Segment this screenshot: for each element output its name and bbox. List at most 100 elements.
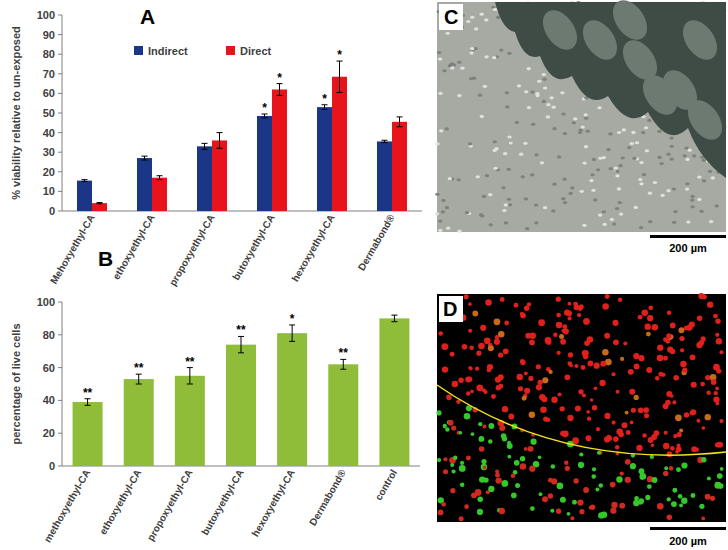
cell (468, 366, 472, 370)
y-axis (62, 302, 63, 466)
cell (646, 367, 652, 373)
y-tick (58, 433, 62, 434)
figure: 0102030405060708090100% viability relati… (0, 0, 728, 550)
cell (715, 387, 719, 391)
error-cap (397, 126, 403, 127)
cell (488, 486, 494, 492)
cell (561, 329, 565, 333)
tissue-fold (536, 4, 584, 56)
y-tick (58, 466, 62, 467)
cell (517, 84, 521, 87)
cell (527, 106, 531, 109)
cell (595, 488, 599, 492)
cell (494, 147, 498, 150)
cell (515, 121, 519, 124)
cell (599, 380, 605, 386)
cell (478, 343, 485, 350)
cell (617, 187, 621, 190)
cell (720, 467, 724, 471)
cell (597, 106, 601, 109)
cell (478, 422, 482, 426)
cell (539, 492, 543, 496)
cell (443, 424, 447, 428)
error-line (394, 315, 395, 322)
cell (477, 509, 483, 515)
cell (702, 159, 706, 162)
significance: * (290, 312, 295, 326)
cell (562, 431, 569, 438)
cell (556, 509, 561, 514)
cell (663, 443, 669, 449)
cell (551, 106, 555, 109)
bar (175, 376, 205, 466)
cell (546, 103, 550, 106)
y-tick (58, 400, 62, 401)
cell (457, 178, 461, 181)
cell (482, 425, 486, 429)
cell (590, 173, 594, 176)
cell (441, 210, 445, 213)
cell (667, 515, 672, 520)
cell (620, 156, 624, 159)
cell (470, 432, 474, 436)
cell (438, 331, 443, 336)
cell (645, 149, 649, 152)
cell (702, 179, 706, 182)
cell (672, 187, 676, 190)
significance: ** (236, 323, 246, 337)
cell (507, 168, 511, 171)
cell (437, 51, 441, 54)
y-tick-label: 0 (49, 205, 55, 217)
cell (570, 516, 574, 520)
cell (626, 430, 631, 435)
bar (152, 178, 167, 211)
cell (617, 131, 621, 134)
cell (602, 210, 606, 213)
cell (636, 445, 642, 451)
cell (690, 205, 694, 208)
y-tick (58, 54, 62, 55)
cell (450, 352, 455, 357)
cell (580, 190, 584, 193)
cell (511, 474, 516, 479)
cell (435, 212, 439, 215)
cell (545, 337, 552, 344)
cell (561, 197, 565, 200)
cell (683, 154, 687, 157)
cell (629, 142, 633, 145)
cell (717, 442, 723, 448)
cell (488, 193, 492, 196)
cell (605, 294, 610, 299)
cell (713, 364, 720, 371)
y-tick (58, 93, 62, 94)
cell (691, 446, 697, 452)
cell (574, 364, 578, 368)
cell (701, 457, 706, 462)
cell (715, 319, 720, 324)
cell (705, 414, 711, 420)
cell (479, 446, 485, 452)
cell (616, 390, 620, 394)
cell (508, 142, 512, 145)
cell (644, 413, 649, 418)
cell (670, 349, 676, 355)
cell (435, 193, 439, 196)
cell (705, 375, 710, 380)
bar-chart: 0102030405060708090100% viability relati… (10, 5, 422, 288)
cell (437, 458, 441, 462)
cell (698, 293, 704, 299)
cell (436, 410, 441, 415)
cell (690, 199, 694, 202)
cell (647, 119, 651, 122)
cell (659, 162, 663, 165)
cell (442, 366, 448, 372)
cell (572, 500, 577, 505)
y-tick-label: 100 (37, 9, 55, 21)
cell (657, 156, 661, 159)
cell (590, 505, 595, 510)
bar (257, 116, 272, 211)
cell (602, 349, 609, 356)
cell (557, 392, 561, 396)
cell (580, 125, 584, 128)
cell (551, 397, 557, 403)
